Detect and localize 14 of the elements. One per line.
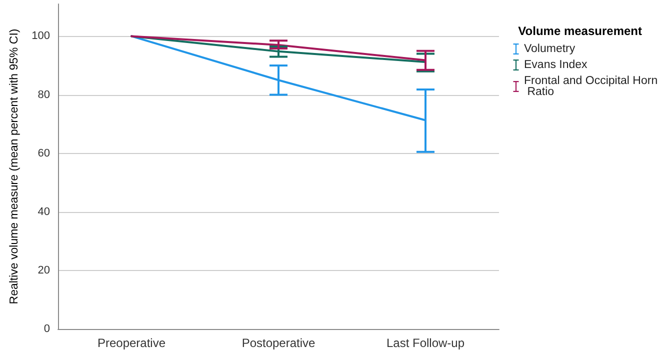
x-tick-label: Postoperative: [242, 336, 316, 350]
y-tick-label: 80: [38, 88, 50, 101]
y-tick-label: 40: [38, 206, 50, 218]
legend-title: Volume measurement: [518, 24, 642, 38]
x-tick-label: Last Follow-up: [386, 336, 465, 350]
x-tick-label: Preoperative: [97, 336, 166, 350]
y-axis-title: Realtive volume measure (mean percent with 95% CI): [8, 28, 21, 304]
legend-label: Evans Index: [524, 59, 588, 71]
y-tick-label: 20: [38, 264, 50, 276]
legend-label: Frontal and Occipital Horn Ratio: [524, 75, 658, 98]
y-tick-label: 0: [44, 323, 50, 335]
legend-label: Volumetry: [524, 43, 576, 55]
y-tick-label: 60: [38, 147, 50, 160]
y-tick-label: 100: [32, 30, 50, 42]
